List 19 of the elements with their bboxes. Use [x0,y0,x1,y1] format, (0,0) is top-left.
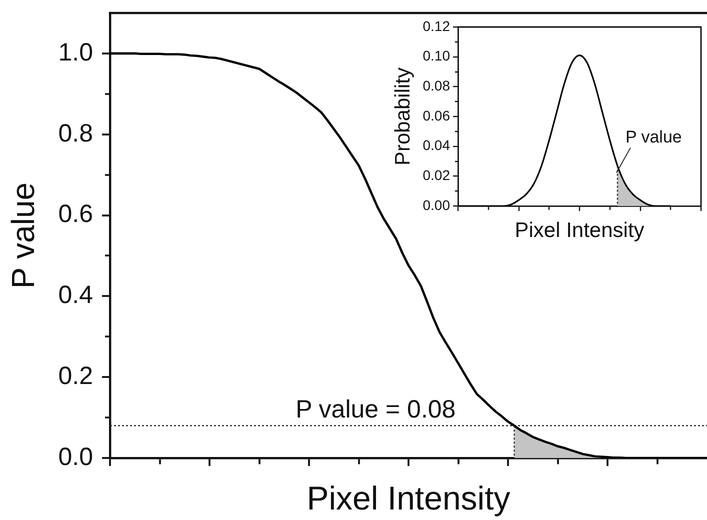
y-tick-label: 0.02 [422,167,450,184]
y-tick-label: 0.12 [422,18,450,34]
y-tick-label: 0.06 [422,107,450,124]
y-tick-label: 0.00 [422,196,450,213]
y-tick-label: 0.4 [58,281,94,310]
y-tick-label: 0.08 [422,78,450,94]
y-tick-label: 1.0 [58,38,93,66]
ref-line-label: P value = 0.08 [296,396,456,424]
y-tick-label: 0.2 [58,362,93,390]
annotation: P value [625,127,682,146]
y-tick-label: 0.04 [422,137,450,154]
x-axis-title: Pixel Intensity [306,479,511,516]
y-axis-title: Probability [391,66,414,166]
y-tick-label: 0.8 [58,119,93,148]
y-tick-label: 0.10 [422,48,450,64]
x-axis-title: Pixel Intensity [514,219,645,242]
y-axis-title: P value [5,182,42,289]
y-tick-label: 0.0 [58,442,93,471]
y-tick-label: 0.6 [58,200,93,228]
